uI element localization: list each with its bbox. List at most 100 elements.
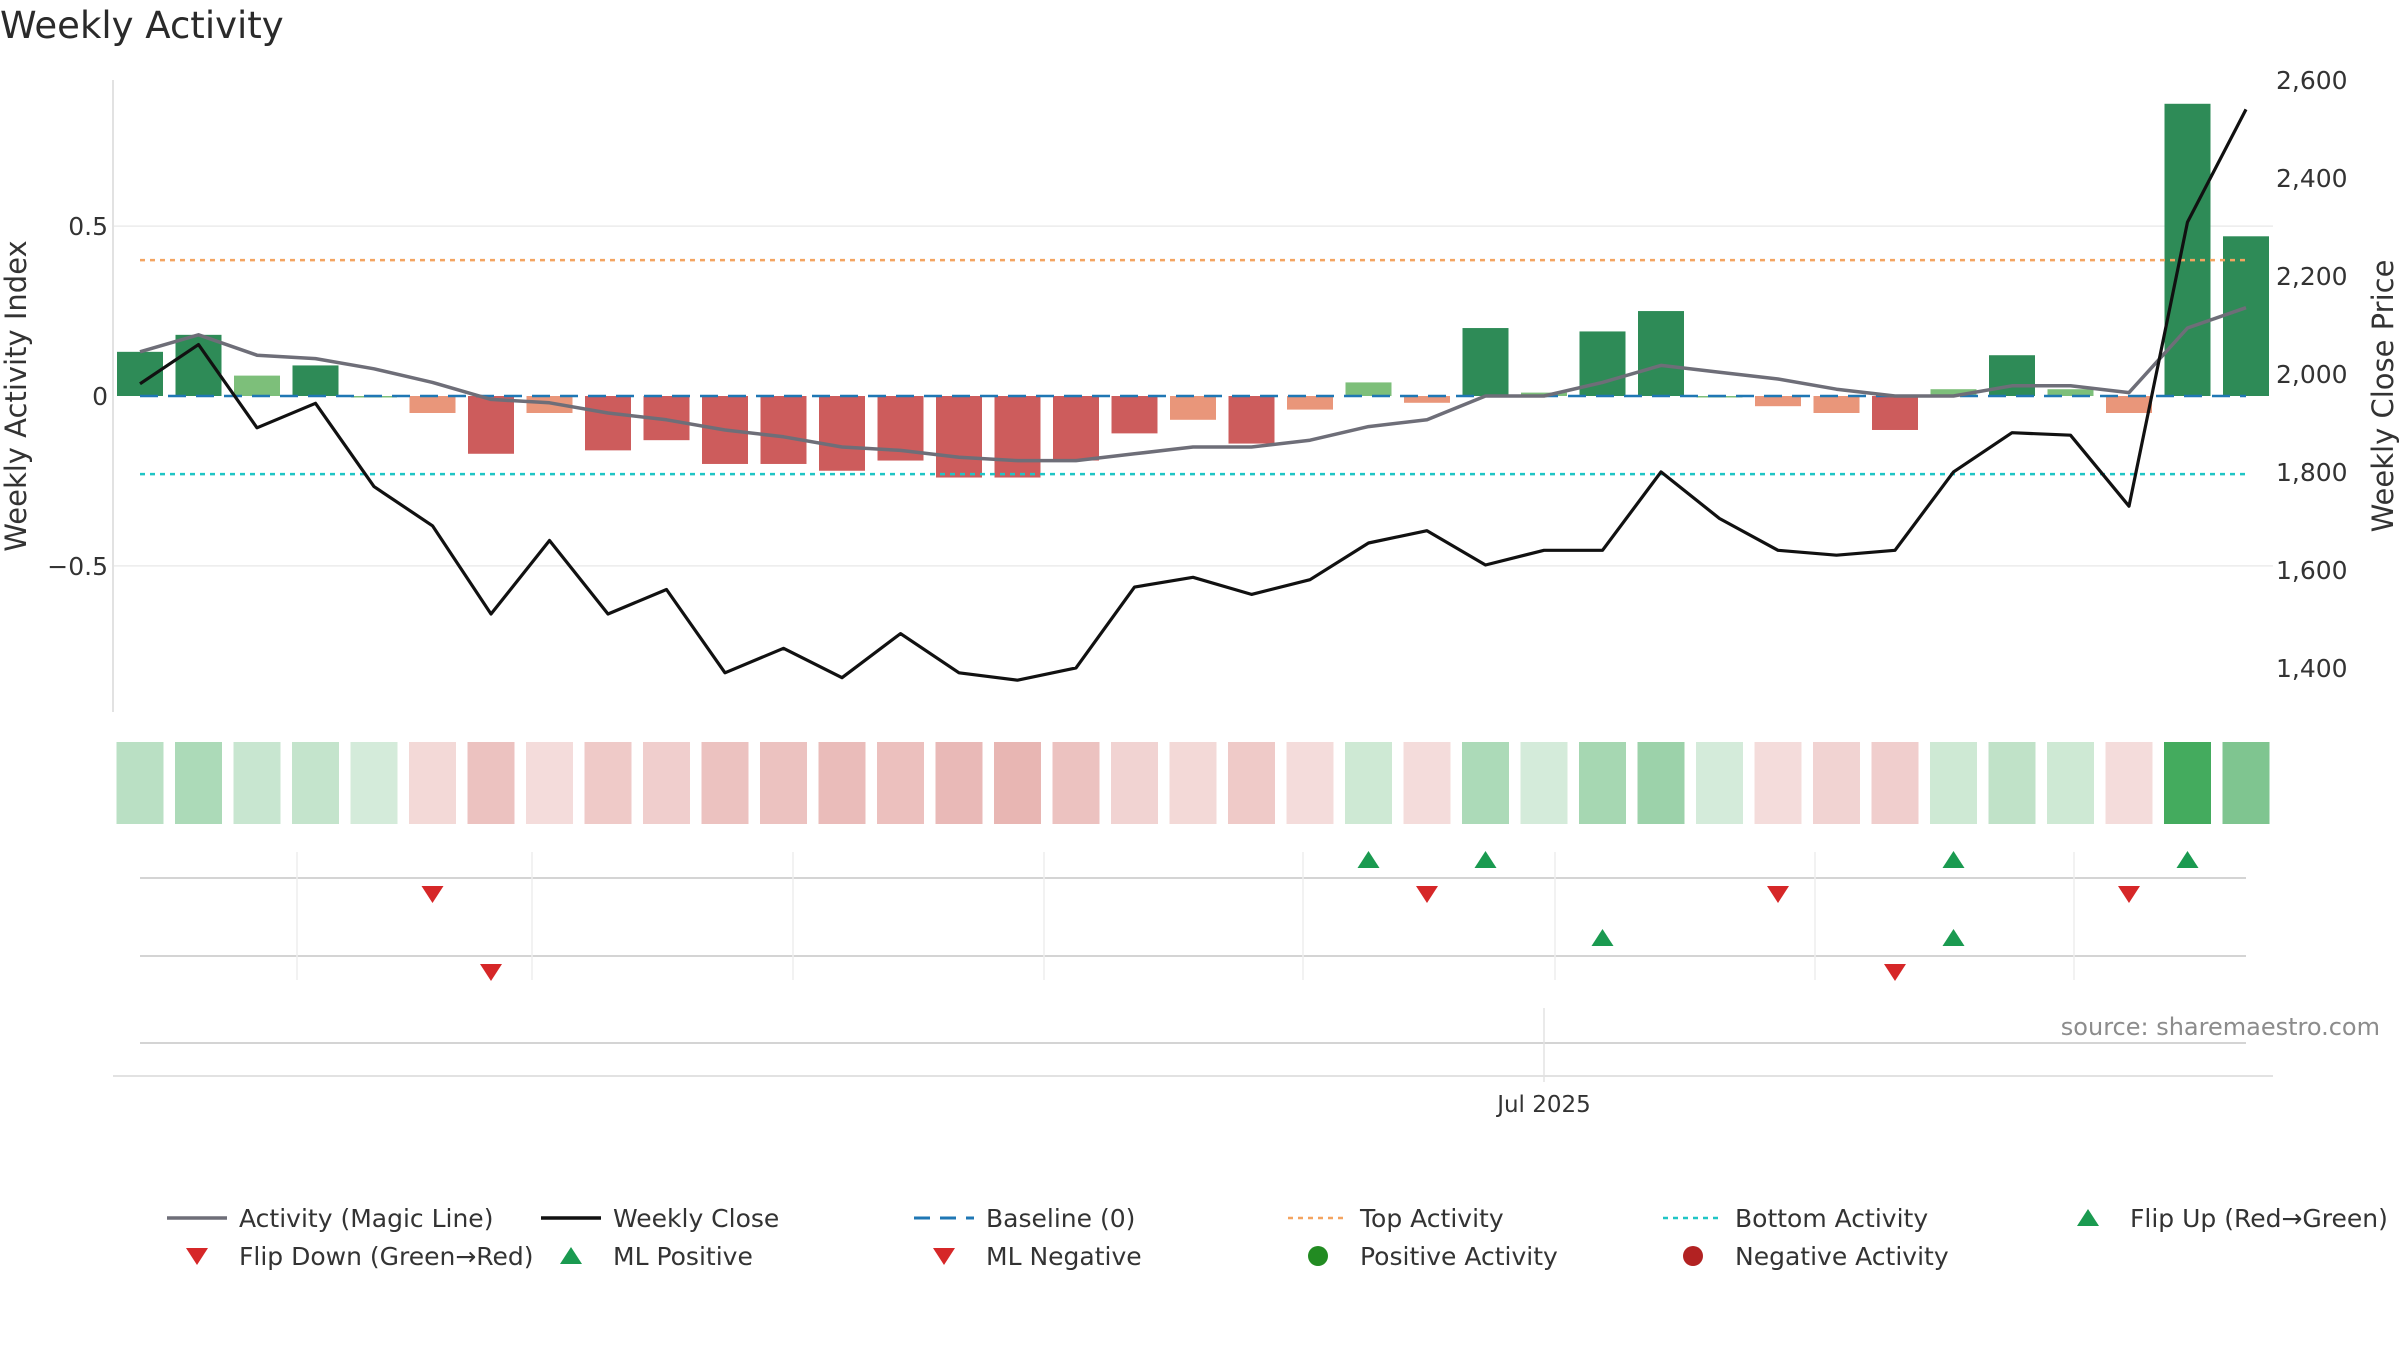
- y-tick-label: 0.5: [68, 212, 108, 241]
- legend-circle: [1308, 1246, 1328, 1266]
- y-tick-label: −0.5: [47, 552, 108, 581]
- legend-swatch: [1663, 1216, 1723, 1220]
- signal-rows: [113, 851, 2273, 1082]
- heat-cell: [2222, 742, 2270, 824]
- activity-bar: [2164, 103, 2211, 396]
- legend-swatch: [541, 1216, 601, 1220]
- heat-cell: [1345, 742, 1392, 824]
- y-axis-title: Weekly Activity Index: [0, 240, 33, 551]
- bars-layer: [117, 103, 2269, 478]
- y2-tick-label: 2,400: [2276, 164, 2348, 193]
- legend-swatch: [1308, 1246, 1328, 1266]
- legend-swatch: [1288, 1216, 1348, 1220]
- activity-bar: [1755, 396, 1801, 407]
- activity-bar: [2223, 236, 2269, 396]
- signal-down-marker: [2118, 886, 2140, 903]
- heat-cell: [994, 742, 1041, 824]
- legend-swatch: [914, 1216, 974, 1220]
- legend-item: Baseline (0): [914, 1200, 1135, 1236]
- legend-label: Top Activity: [1360, 1203, 1504, 1233]
- legend-label: Positive Activity: [1360, 1241, 1558, 1271]
- activity-bar: [1813, 396, 1860, 413]
- signal-down-marker: [480, 964, 502, 981]
- grid-layer: [113, 225, 2273, 567]
- heat-cell: [116, 742, 164, 824]
- heat-cell: [760, 742, 807, 824]
- heat-cell: [2047, 742, 2094, 824]
- heatmap-strip: [116, 742, 2270, 824]
- heat-cell: [1111, 742, 1158, 824]
- heat-cell: [467, 742, 515, 824]
- legend-swatch: [933, 1248, 955, 1265]
- activity-bar: [760, 396, 807, 464]
- legend-item: Weekly Close: [541, 1200, 779, 1236]
- legend-label: Bottom Activity: [1735, 1203, 1929, 1233]
- activity-bar: [1638, 311, 1684, 396]
- heat-cell: [350, 742, 398, 824]
- signal-up-marker: [1591, 929, 1614, 946]
- weekly-close-line: [139, 108, 2248, 682]
- heat-cell: [1403, 742, 1451, 824]
- legend-label: Flip Up (Red→Green): [2130, 1203, 2388, 1233]
- activity-bar: [1930, 389, 1977, 396]
- legend-label: Weekly Close: [613, 1203, 780, 1233]
- legend-triangle-down: [186, 1248, 208, 1265]
- legend-item: Flip Down (Green→Red): [167, 1238, 534, 1274]
- heat-cell: [818, 742, 866, 824]
- legend-item: Activity (Magic Line): [167, 1200, 493, 1236]
- signal-up-marker: [1357, 851, 1380, 868]
- legend-label: Baseline (0): [986, 1203, 1136, 1233]
- legend-label: Flip Down (Green→Red): [239, 1241, 534, 1271]
- activity-bar: [2047, 389, 2094, 396]
- heat-cell: [1871, 742, 1919, 824]
- heat-cell: [2105, 742, 2153, 824]
- activity-bar: [1111, 396, 1158, 434]
- heat-cell: [526, 742, 573, 824]
- signal-down-marker: [421, 886, 444, 903]
- legend-circle: [1683, 1246, 1703, 1266]
- activity-bar: [1404, 396, 1450, 403]
- signal-up-marker: [1942, 929, 1965, 946]
- reference-lines: [140, 258, 2246, 476]
- signal-down-marker: [1767, 886, 1789, 903]
- legend-swatch: [1683, 1246, 1703, 1266]
- heat-cell: [233, 742, 281, 824]
- signal-up-marker: [1942, 851, 1965, 868]
- activity-bar: [585, 396, 631, 451]
- y2-tick-label: 2,000: [2276, 360, 2348, 389]
- y2-tick-label: 1,400: [2276, 654, 2348, 683]
- legend-item: ML Negative: [914, 1238, 1142, 1274]
- signal-up-marker: [2176, 851, 2199, 868]
- heat-cell: [1696, 742, 1743, 824]
- heat-cell: [1579, 742, 1626, 824]
- y2-tick-label: 1,600: [2276, 556, 2348, 585]
- axis-labels: −0.5 0 0.5 1,400 1,600 1,800 2,000 2,200 2,400 2,…: [0, 66, 2400, 1118]
- legend-swatch: [560, 1247, 582, 1264]
- legend-triangle-up: [2077, 1209, 2099, 1226]
- heat-cell: [935, 742, 983, 824]
- heat-cell: [1930, 742, 1977, 824]
- activity-bar: [936, 396, 982, 478]
- heat-cell: [584, 742, 632, 824]
- heat-cell: [1813, 742, 1860, 824]
- legend-item: Top Activity: [1288, 1200, 1504, 1236]
- heat-cell: [2164, 742, 2211, 824]
- activity-bar: [819, 396, 865, 471]
- y-tick-label: 0: [92, 382, 108, 411]
- legend-swatch: [2077, 1209, 2099, 1226]
- heat-cell: [1520, 742, 1568, 824]
- y2-tick-label: 2,600: [2276, 66, 2348, 95]
- heat-cell: [701, 742, 749, 824]
- legend-label: Activity (Magic Line): [239, 1203, 494, 1233]
- magic-line: [139, 306, 2247, 463]
- heat-cell: [1286, 742, 1334, 824]
- activity-bar: [1170, 396, 1216, 420]
- heat-cell: [1637, 742, 1685, 824]
- legend-swatch: [167, 1216, 227, 1220]
- activity-chart: −0.5 0 0.5 1,400 1,600 1,800 2,000 2,200 2,400 2,…: [0, 66, 2400, 1118]
- y2-tick-label: 1,800: [2276, 458, 2348, 487]
- chart-title: Weekly Activity: [0, 4, 284, 47]
- heat-cell: [175, 742, 222, 824]
- activity-bar: [994, 396, 1041, 478]
- signal-down-marker: [1416, 886, 1438, 903]
